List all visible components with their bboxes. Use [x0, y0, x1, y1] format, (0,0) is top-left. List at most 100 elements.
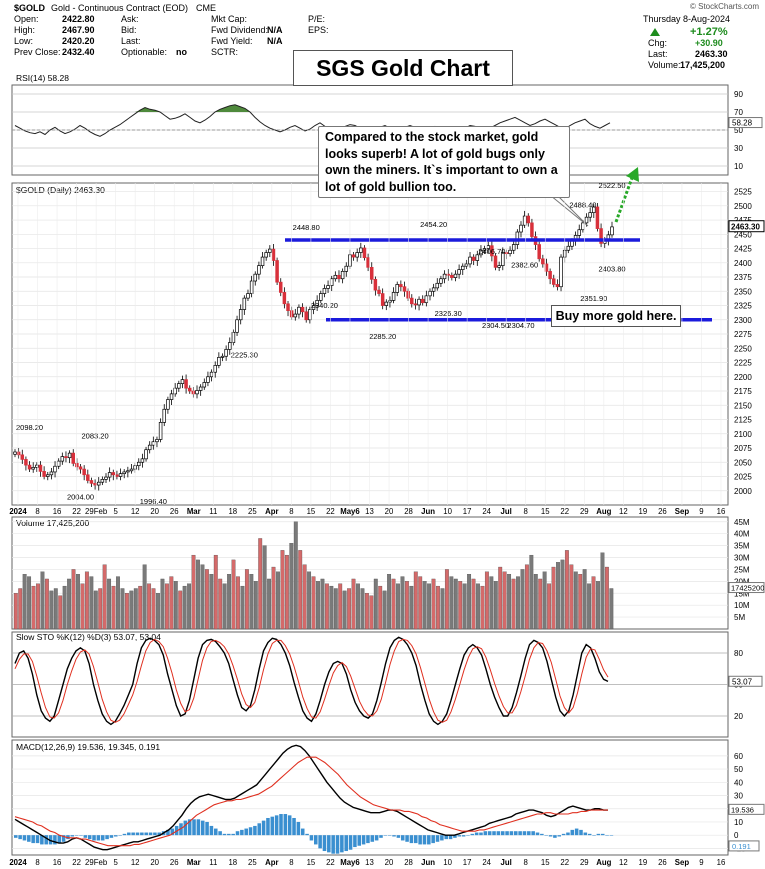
macd-histogram-bar: [340, 835, 344, 853]
candle-body: [246, 293, 250, 299]
volume-bar: [498, 566, 503, 630]
candle-body: [257, 265, 261, 275]
volume-bar: [364, 593, 369, 630]
macd-histogram-bar: [227, 833, 231, 836]
candle-body: [508, 249, 512, 255]
x-axis-label: 10: [443, 507, 452, 516]
macd-histogram-bar: [122, 833, 127, 836]
x-axis-label: 28: [404, 507, 413, 516]
macd-histogram-bar: [453, 835, 457, 838]
macd-histogram-bar: [261, 820, 266, 836]
volume-bar: [329, 585, 334, 630]
candle-body: [169, 393, 174, 400]
x-axis-label-bottom: 18: [228, 858, 237, 867]
price-tick-label: 2175: [734, 387, 752, 396]
x-axis-label: 20: [385, 507, 394, 516]
x-axis-label-bottom: 20: [385, 858, 394, 867]
volume-bar: [36, 583, 40, 630]
volume-bar: [116, 576, 120, 630]
x-axis-label: 8: [35, 507, 39, 516]
macd-histogram-bar: [231, 833, 235, 836]
candle-body: [75, 463, 79, 468]
last-label: Last:: [648, 49, 668, 59]
x-axis-label: 22: [326, 507, 335, 516]
volume-bar: [62, 585, 67, 630]
volume-bar: [191, 554, 196, 630]
fundamental-label-0: Mkt Cap:: [211, 14, 247, 24]
stochastic-last-box: [728, 675, 763, 687]
candle-body: [395, 284, 399, 293]
macd-histogram-bar: [370, 835, 375, 842]
candle-body: [27, 464, 32, 470]
macd-histogram-bar: [57, 835, 62, 844]
macd-histogram-bar: [244, 828, 248, 836]
macd-tick-label: 50: [734, 765, 743, 774]
candle-body: [577, 229, 581, 236]
candle-body: [592, 206, 596, 213]
x-axis-label: Apr: [265, 507, 278, 516]
x-axis-label-bottom: 15: [307, 858, 316, 867]
macd-histogram-bar: [235, 831, 240, 836]
price-tick-label: 2525: [734, 188, 752, 197]
x-axis-label-bottom: May6: [340, 858, 360, 867]
stochastic-tick-label: 20: [734, 712, 743, 721]
candle-body: [497, 265, 501, 268]
rsi-label: RSI(14) 58.28: [16, 73, 69, 83]
price-annotation: 2304.50: [482, 321, 509, 330]
volume-last-label: 17425200: [731, 584, 764, 593]
price-tick-label: 2350: [734, 287, 752, 296]
x-axis-label-bottom: 8: [289, 858, 293, 867]
macd-histogram-bar: [96, 835, 101, 841]
macd-histogram-bar: [27, 835, 31, 842]
macd-histogram-bar: [40, 835, 44, 845]
volume-bar: [58, 595, 63, 630]
volume-bar: [604, 566, 609, 630]
volume-bar: [342, 590, 347, 630]
macd-histogram-bar: [322, 835, 327, 852]
candle-body: [359, 247, 363, 253]
x-axis-label-bottom: 22: [560, 858, 569, 867]
ohlc-label-1: High:: [14, 25, 35, 35]
macd-histogram-bar: [466, 835, 470, 836]
macd-histogram-bar: [557, 835, 562, 837]
volume-bar: [213, 554, 218, 630]
volume-bar: [462, 583, 467, 630]
volume-bar: [80, 583, 85, 630]
x-axis-label: Jun: [421, 507, 435, 516]
earnings-label-0: P/E:: [308, 14, 325, 24]
candle-body: [137, 461, 141, 467]
ohlc-label-2: Low:: [14, 36, 33, 46]
volume-bar: [556, 562, 560, 630]
x-axis-label: 25: [248, 507, 257, 516]
macd-histogram-bar: [405, 835, 409, 842]
x-axis-label: 9: [699, 507, 703, 516]
volume-bar: [276, 571, 280, 630]
panel-frames: [11, 84, 729, 856]
price-annotation: 2488.40: [569, 200, 596, 209]
price-tick-label: 2500: [734, 202, 752, 211]
x-axis-label: 17: [463, 507, 472, 516]
volume-bar: [280, 550, 285, 630]
volume-bar: [413, 571, 418, 630]
x-axis-label-bottom: 8: [35, 858, 39, 867]
price-tick-label: 2100: [734, 430, 752, 439]
macd-series-line: [14, 756, 608, 847]
volume-label: Volume 17,425,200: [16, 518, 90, 528]
macd-histogram-bar: [305, 833, 309, 836]
volume-bar: [236, 576, 240, 630]
macd-histogram-bar: [431, 835, 435, 844]
macd-histogram-bar: [514, 831, 518, 836]
macd-histogram-bar: [153, 832, 157, 836]
volume-tick-label: 40M: [734, 530, 750, 539]
volume-bar: [600, 552, 605, 630]
macd-histogram-bar: [314, 835, 318, 845]
candle-body: [479, 249, 483, 256]
fundamental-label-1: Fwd Dividend:: [211, 25, 268, 35]
ohlc-value-3: 2432.40: [62, 47, 95, 57]
macd-histogram-bar: [457, 835, 462, 837]
date-label: Thursday 8-Aug-2024: [643, 14, 730, 24]
volume-bar: [209, 574, 214, 630]
macd-hist-last-box: [728, 840, 760, 852]
candle-body: [428, 290, 432, 297]
x-axis-label: 8: [289, 507, 293, 516]
